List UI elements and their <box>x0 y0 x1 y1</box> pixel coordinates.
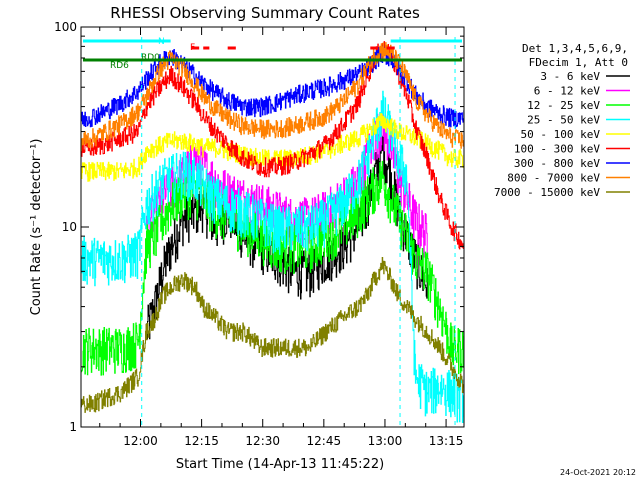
legend-header: FDecim 1, Att 0 <box>529 56 628 69</box>
y-axis-ticks: 1 10 100 <box>54 20 464 434</box>
annotation-label: RD6 <box>110 61 129 71</box>
legend-entry-label: 6 - 12 keV <box>534 85 601 98</box>
y-tick-label: 1 <box>69 420 77 434</box>
legend-entry-label: 50 - 100 keV <box>521 128 601 141</box>
legend-entry-label: 7000 - 15000 keV <box>494 186 600 199</box>
annotation-label: RD0 <box>141 53 160 63</box>
chart-title: RHESSI Observing Summary Count Rates <box>110 4 420 22</box>
x-axis-ticks: 12:00 12:15 12:30 12:45 13:00 13:15 <box>99 27 464 448</box>
legend-entry-label: 300 - 800 keV <box>514 157 600 170</box>
y-tick-label: 10 <box>62 220 77 234</box>
series-line-7 <box>81 44 465 129</box>
legend-entry-label: 100 - 300 keV <box>514 143 600 156</box>
legend: Det 1,3,4,5,6,9,FDecim 1, Att 03 - 6 keV… <box>494 42 630 199</box>
legend-entry-label: 12 - 25 keV <box>527 99 600 112</box>
legend-entry-label: 3 - 6 keV <box>540 70 600 83</box>
series-line-9 <box>81 257 465 413</box>
y-axis-label: Count Rate (s⁻¹ detector⁻¹) <box>29 139 44 316</box>
annotation-label: F <box>190 43 195 53</box>
x-axis-label: Start Time (14-Apr-13 11:45:22) <box>176 457 384 472</box>
legend-entry-label: 25 - 50 keV <box>527 114 600 127</box>
x-tick-label: 13:00 <box>368 434 403 448</box>
x-tick-label: 13:15 <box>429 434 464 448</box>
x-tick-label: 12:00 <box>123 434 158 448</box>
x-tick-label: 12:30 <box>245 434 280 448</box>
timestamp: 24-Oct-2021 20:12 <box>560 468 636 477</box>
legend-header: Det 1,3,4,5,6,9, <box>522 42 628 55</box>
series-line-4 <box>81 90 465 423</box>
y-tick-label: 100 <box>54 20 77 34</box>
x-tick-label: 12:15 <box>184 434 219 448</box>
series-layer <box>81 41 465 423</box>
series-line-8 <box>81 42 465 152</box>
annotation-layer: N RD0 RD6 F <box>83 37 462 427</box>
x-tick-label: 12:45 <box>307 434 342 448</box>
legend-entry-label: 800 - 7000 keV <box>507 172 600 185</box>
annotation-label: N <box>158 37 165 47</box>
